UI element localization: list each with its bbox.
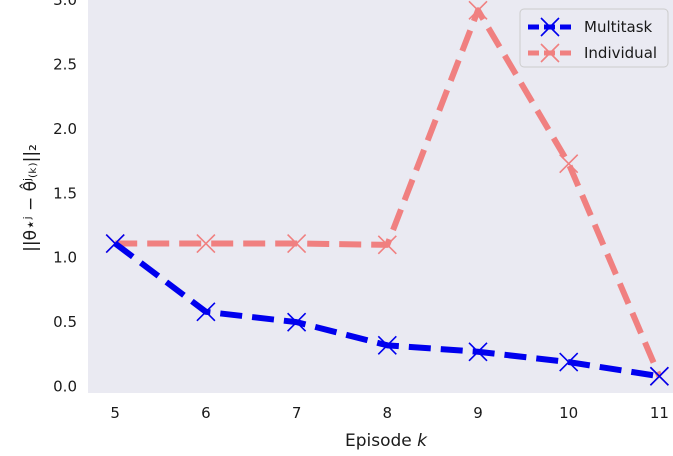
legend-item: Multitask: [528, 17, 653, 37]
data-point: [287, 233, 307, 254]
legend: Multitask Individual: [519, 8, 669, 68]
y-axis-label: ||θ⋆ʲ − θ̂ʲ₍ₖ₎||₂: [18, 144, 41, 252]
y-tick-label: 3.0: [53, 0, 77, 9]
legend-label: Individual: [584, 44, 657, 62]
y-axis-ticks: 0.0 0.5 1.0 1.5 2.0 2.5 3.0: [53, 0, 77, 396]
legend-marker: [540, 17, 560, 37]
x-tick-label: 9: [473, 404, 483, 422]
legend-item: Individual: [528, 43, 657, 63]
data-point: [377, 335, 397, 355]
x-tick-label: 5: [110, 404, 120, 422]
y-tick-label: 1.0: [53, 249, 77, 267]
series-layer: [105, 0, 669, 386]
legend-label: Multitask: [584, 18, 653, 36]
x-axis-ticks: 5 6 7 8 9 10 11: [110, 404, 669, 422]
legend-box: [519, 8, 669, 68]
x-tick-label: 7: [292, 404, 302, 422]
y-tick-label: 2.0: [53, 120, 77, 138]
x-axis-label: Episode k: [345, 431, 428, 451]
y-tick-label: 0.5: [53, 313, 77, 331]
x-tick-label: 8: [383, 404, 393, 422]
y-tick-label: 0.0: [53, 378, 77, 396]
data-point: [287, 312, 307, 332]
legend-marker: [540, 43, 560, 63]
data-point: [468, 342, 488, 362]
data-point: [468, 0, 488, 20]
x-tick-label: 11: [650, 404, 669, 422]
data-point: [559, 352, 579, 372]
data-point: [559, 154, 579, 174]
data-point: [105, 233, 125, 254]
data-point: [196, 302, 216, 322]
x-tick-label: 10: [559, 404, 578, 422]
series-multitask: [105, 233, 669, 386]
data-point: [196, 233, 216, 254]
data-point: [377, 235, 397, 255]
data-point: [649, 366, 669, 386]
y-tick-label: 2.5: [53, 55, 77, 73]
x-tick-label: 6: [201, 404, 211, 422]
y-tick-label: 1.5: [53, 184, 77, 202]
